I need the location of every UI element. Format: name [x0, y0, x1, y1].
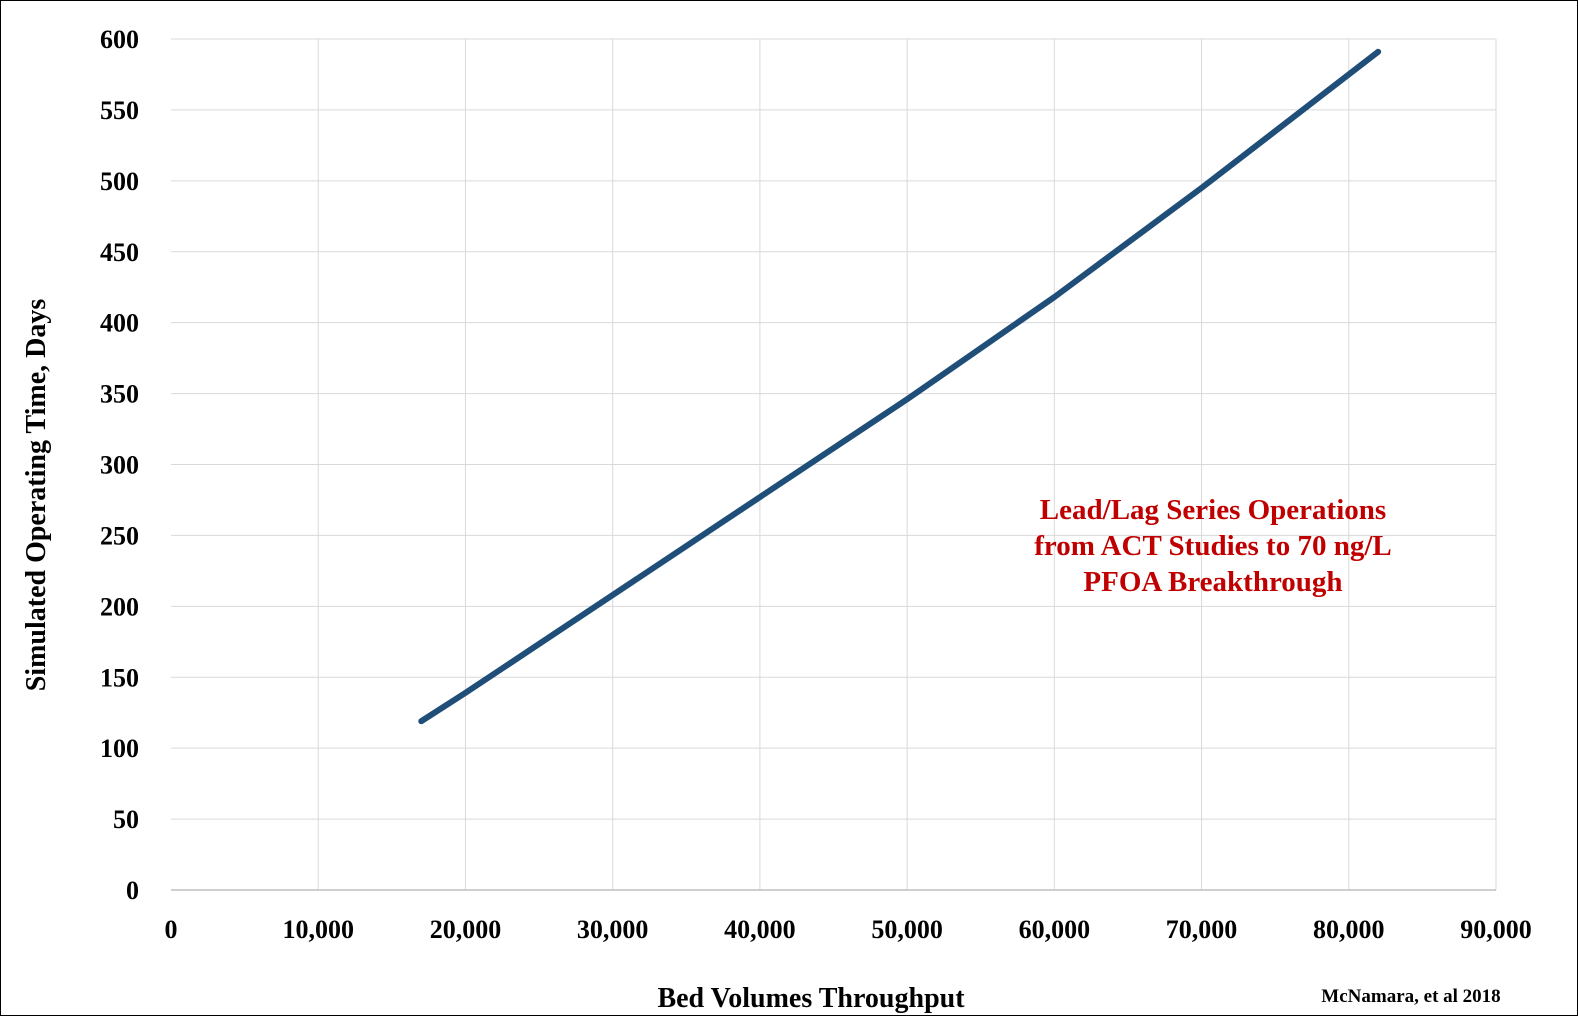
- x-tick-label: 80,000: [1313, 915, 1385, 944]
- annotation-line-3: PFOA Breakthrough: [1083, 566, 1342, 598]
- x-tick-label: 20,000: [430, 915, 502, 944]
- y-tick-label: 200: [100, 592, 139, 621]
- x-axis-title: Bed Volumes Throughput: [657, 983, 965, 1014]
- x-tick-label: 70,000: [1166, 915, 1238, 944]
- y-tick-label: 100: [100, 734, 139, 763]
- y-tick-label: 50: [113, 805, 139, 834]
- y-tick-label: 350: [100, 380, 139, 409]
- y-axis-title: Simulated Operating Time, Days: [21, 299, 52, 692]
- y-tick-label: 150: [100, 663, 139, 692]
- x-tick-label: 0: [165, 915, 178, 944]
- x-tick-labels: 0 10,000 20,000 30,000 40,000 50,000 60,000 70,…: [165, 915, 1532, 944]
- y-tick-label: 500: [100, 167, 139, 196]
- y-tick-label: 600: [100, 25, 139, 54]
- y-tick-label: 0: [126, 876, 139, 905]
- y-tick-label: 450: [100, 238, 139, 267]
- y-tick-label: 300: [100, 451, 139, 480]
- y-tick-label: 550: [100, 96, 139, 125]
- annotation-line-1: Lead/Lag Series Operations: [1040, 494, 1386, 526]
- series-layer: [418, 48, 1382, 725]
- horizontal-gridlines: [171, 38, 1496, 820]
- y-tick-label: 250: [100, 521, 139, 550]
- y-tick-label: 400: [100, 309, 139, 338]
- source-credit: McNamara, et al 2018: [1321, 986, 1500, 1007]
- x-tick-label: 10,000: [282, 915, 354, 944]
- x-tick-label: 50,000: [871, 915, 943, 944]
- x-tick-label: 90,000: [1460, 915, 1532, 944]
- series-line-1: [418, 48, 1382, 725]
- x-tick-label: 40,000: [724, 915, 796, 944]
- y-tick-labels: 0 50 100 150 200 250 300 350 400 450 500 550 600: [100, 25, 139, 905]
- x-tick-label: 30,000: [577, 915, 649, 944]
- annotation-line-2: from ACT Studies to 70 ng/L: [1034, 530, 1391, 562]
- x-tick-label: 60,000: [1019, 915, 1091, 944]
- series-annotation: Lead/Lag Series Operations from ACT Stud…: [1034, 494, 1391, 598]
